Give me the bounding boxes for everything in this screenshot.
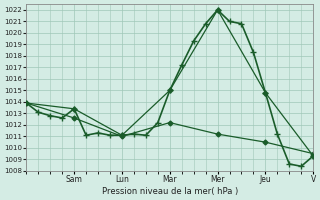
- X-axis label: Pression niveau de la mer( hPa ): Pression niveau de la mer( hPa ): [102, 187, 238, 196]
